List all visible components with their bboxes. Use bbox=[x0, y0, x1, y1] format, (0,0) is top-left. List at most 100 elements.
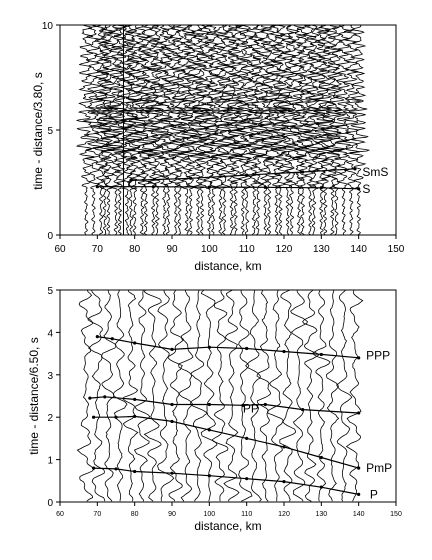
y-tick-label: 5 bbox=[47, 286, 53, 297]
x-tick-label: 80 bbox=[129, 244, 141, 255]
phase-pick-point bbox=[245, 346, 249, 351]
phase-pick-point bbox=[357, 466, 361, 470]
seismic-trace bbox=[75, 24, 97, 236]
seismic-trace bbox=[313, 24, 335, 236]
x-tick-label: 140 bbox=[353, 511, 365, 518]
phase-pick-point bbox=[301, 407, 305, 412]
seismic-trace bbox=[198, 24, 219, 236]
phase-pick-point bbox=[319, 352, 323, 357]
seismic-trace bbox=[256, 289, 272, 502]
compressional-wave-plot-frame bbox=[59, 289, 397, 503]
phase-pick-point bbox=[245, 436, 249, 440]
seismic-trace bbox=[214, 24, 234, 236]
phase-pick-point bbox=[95, 185, 99, 189]
phase-pick-point bbox=[207, 402, 211, 407]
phase-pick-point bbox=[133, 397, 137, 401]
phase-pick-point bbox=[353, 167, 357, 171]
x-tick-label: 130 bbox=[315, 511, 327, 518]
seismic-trace bbox=[311, 24, 332, 236]
phase-pick-point bbox=[103, 395, 107, 399]
y-tick-label: 0 bbox=[47, 498, 53, 509]
x-tick-label: 70 bbox=[92, 244, 104, 255]
compressional-wave-panel: 60 70 80 90 100 110 120 130 140 150 0 1 2 3 4 5 distanc… bbox=[27, 286, 402, 533]
phase-label-ppp: PPP bbox=[366, 349, 390, 363]
phase-curve-pp bbox=[89, 396, 359, 414]
x-tick-label: 120 bbox=[278, 511, 290, 518]
phase-pick-point bbox=[301, 170, 305, 174]
x-tick-label: 110 bbox=[239, 244, 255, 255]
x-tick-label: 140 bbox=[350, 244, 367, 255]
seismic-trace bbox=[87, 289, 106, 502]
phase-pick-point bbox=[110, 337, 114, 341]
phase-pick-point bbox=[207, 428, 211, 432]
seismic-trace bbox=[287, 24, 310, 236]
phase-pick-point bbox=[133, 341, 137, 345]
seismic-trace bbox=[125, 24, 145, 236]
seismic-trace bbox=[112, 289, 128, 502]
seismic-trace bbox=[243, 24, 265, 236]
seismic-trace bbox=[348, 24, 371, 236]
phase-pick-point bbox=[133, 469, 137, 474]
shear-wave-x-axis-title: distance, km bbox=[194, 259, 261, 273]
y-tick-label: 5 bbox=[47, 126, 53, 137]
phase-pick-point bbox=[241, 403, 245, 407]
phase-pick-point bbox=[170, 402, 174, 407]
seismic-trace bbox=[265, 24, 288, 236]
seismic-trace bbox=[254, 24, 275, 236]
phase-pick-point bbox=[92, 466, 96, 470]
phase-curve-s bbox=[97, 186, 359, 190]
shear-wave-axes: 60 70 80 90 100 110 120 130 140 150 0 5 10 bbox=[42, 21, 405, 255]
phase-pick-point bbox=[282, 480, 286, 484]
y-tick-label: 1 bbox=[47, 456, 53, 467]
seismic-trace bbox=[223, 289, 240, 502]
phase-pick-point bbox=[95, 335, 99, 339]
seismic-trace bbox=[270, 24, 292, 236]
seismic-trace bbox=[267, 289, 284, 502]
phase-pick-point bbox=[170, 347, 174, 351]
seismic-trace bbox=[293, 24, 313, 236]
y-tick-label: 0 bbox=[47, 231, 53, 242]
phase-pick-point bbox=[263, 185, 267, 189]
shear-wave-phase-labels: SmS S bbox=[362, 165, 388, 196]
seismic-trace bbox=[311, 289, 331, 502]
phase-pick-point bbox=[129, 178, 133, 182]
phase-pick-point bbox=[245, 477, 249, 481]
phase-pick-point bbox=[133, 414, 137, 418]
compressional-wave-y-axis-title: time - distance/6.50, s bbox=[27, 337, 41, 454]
shear-wave-y-axis-title: time - distance/3.80, s bbox=[31, 72, 45, 189]
seismic-trace bbox=[167, 289, 185, 502]
y-tick-label: 4 bbox=[47, 328, 53, 339]
seismic-trace bbox=[238, 289, 253, 502]
phase-pick-point bbox=[189, 176, 193, 180]
x-tick-label: 110 bbox=[241, 511, 252, 518]
seismic-trace bbox=[153, 24, 175, 236]
x-tick-label: 150 bbox=[388, 244, 405, 255]
seismic-trace bbox=[190, 289, 209, 502]
phase-pick-point bbox=[357, 411, 361, 415]
phase-pick-point bbox=[170, 419, 174, 424]
y-tick-label: 10 bbox=[42, 21, 54, 32]
seismic-trace bbox=[225, 24, 247, 235]
compressional-wave-phase-curves bbox=[88, 335, 361, 496]
y-tick-label: 3 bbox=[47, 371, 53, 382]
seismic-trace bbox=[157, 24, 178, 236]
phase-pick-point bbox=[357, 356, 361, 360]
seismic-trace bbox=[170, 24, 189, 236]
seismic-trace bbox=[290, 290, 309, 502]
seismic-trace bbox=[233, 24, 252, 236]
seismic-trace bbox=[211, 289, 229, 502]
seismic-trace bbox=[221, 24, 244, 236]
seismic-trace bbox=[333, 24, 354, 236]
phase-pick-point bbox=[207, 345, 211, 349]
seismic-trace bbox=[190, 24, 213, 236]
phase-pick-point bbox=[319, 186, 323, 190]
x-tick-label: 60 bbox=[54, 244, 66, 255]
phase-pick-point bbox=[114, 467, 118, 471]
seismic-trace bbox=[178, 289, 194, 502]
seismic-trace bbox=[157, 290, 175, 502]
phase-pick-point bbox=[357, 187, 361, 191]
seismic-trace bbox=[248, 24, 268, 236]
seismic-trace bbox=[336, 289, 353, 502]
shear-wave-traces bbox=[75, 24, 371, 236]
